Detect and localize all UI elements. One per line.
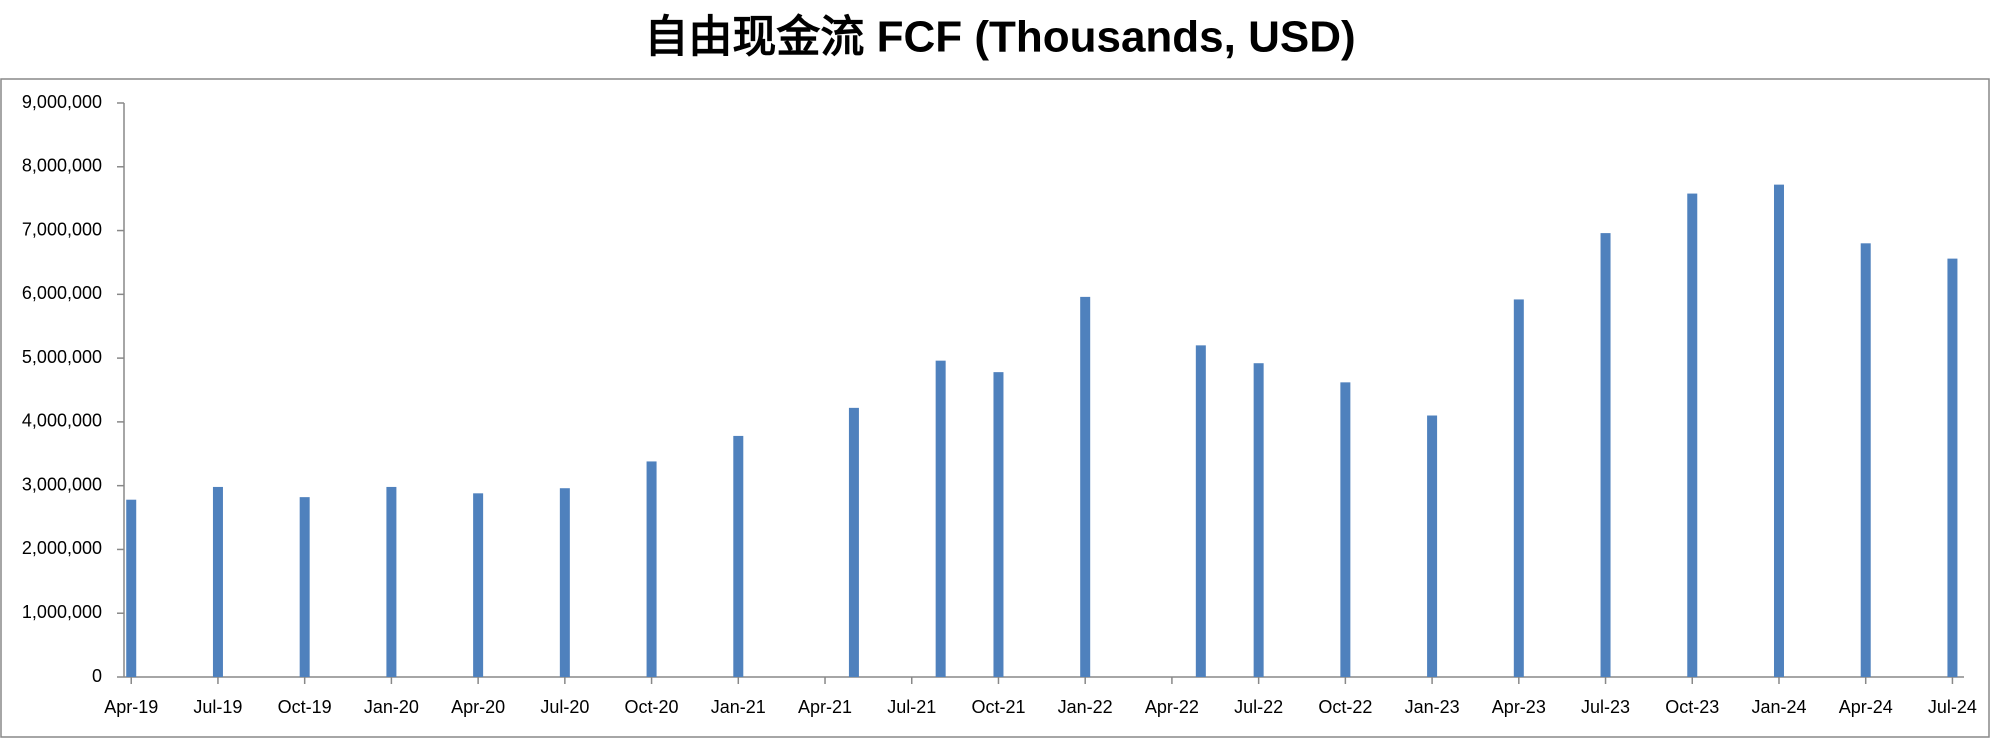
x-tick-label: Apr-19 — [104, 697, 158, 717]
x-tick-label: Oct-20 — [625, 697, 679, 717]
x-tick-label: Apr-20 — [451, 697, 505, 717]
x-tick-label: Jul-19 — [193, 697, 242, 717]
bar — [1687, 193, 1698, 677]
bar — [1773, 184, 1784, 677]
bar — [559, 488, 570, 677]
y-tick-label: 4,000,000 — [22, 411, 102, 431]
x-tick-label: Jan-22 — [1058, 697, 1113, 717]
x-tick-label: Oct-19 — [278, 697, 332, 717]
x-tick-label: Apr-23 — [1492, 697, 1546, 717]
bar — [993, 372, 1004, 677]
x-tick-label: Jul-22 — [1234, 697, 1283, 717]
bar — [473, 493, 484, 677]
x-tick-label: Apr-22 — [1145, 697, 1199, 717]
y-tick-label: 8,000,000 — [22, 156, 102, 176]
y-tick-label: 9,000,000 — [22, 92, 102, 112]
y-tick-label: 0 — [92, 666, 102, 686]
y-tick-label: 6,000,000 — [22, 283, 102, 303]
y-tick-label: 2,000,000 — [22, 538, 102, 558]
bar — [1340, 382, 1351, 677]
x-tick-label: Jan-21 — [711, 697, 766, 717]
chart-title: 自由现金流 FCF (Thousands, USD) — [644, 13, 1355, 62]
y-tick-label: 3,000,000 — [22, 474, 102, 494]
bar — [1947, 258, 1958, 677]
bar — [935, 360, 946, 677]
x-tick-label: Apr-24 — [1839, 697, 1893, 717]
bar — [1195, 345, 1206, 677]
bar — [1860, 243, 1871, 678]
bar — [299, 497, 310, 677]
x-tick-label: Jan-20 — [364, 697, 419, 717]
x-tick-label: Jul-24 — [1928, 697, 1977, 717]
bar — [212, 486, 223, 677]
x-tick-label: Oct-22 — [1318, 697, 1372, 717]
bar — [733, 435, 744, 677]
bar — [1427, 415, 1438, 677]
y-tick-label: 7,000,000 — [22, 219, 102, 239]
x-tick-label: Oct-21 — [971, 697, 1025, 717]
y-tick-label: 5,000,000 — [22, 347, 102, 367]
x-tick-label: Jan-24 — [1751, 697, 1806, 717]
y-tick-label: 1,000,000 — [22, 602, 102, 622]
bar — [848, 407, 859, 677]
bar — [126, 499, 137, 677]
bar — [1253, 363, 1264, 677]
bar — [386, 486, 397, 677]
bar — [1513, 299, 1524, 677]
x-tick-label: Apr-21 — [798, 697, 852, 717]
x-tick-label: Oct-23 — [1665, 697, 1719, 717]
x-tick-label: Jan-23 — [1405, 697, 1460, 717]
x-tick-label: Jul-20 — [540, 697, 589, 717]
bar — [1080, 296, 1091, 677]
bar — [1600, 233, 1611, 677]
bar — [646, 461, 657, 677]
x-tick-label: Jul-23 — [1581, 697, 1630, 717]
x-tick-label: Jul-21 — [887, 697, 936, 717]
